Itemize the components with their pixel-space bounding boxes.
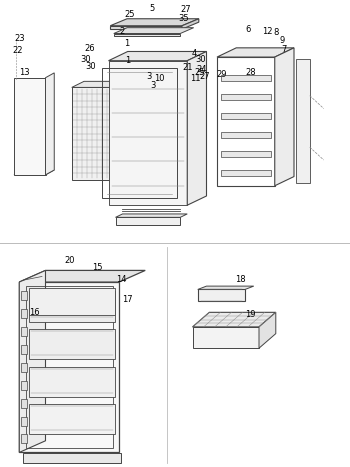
- Polygon shape: [21, 399, 27, 408]
- Polygon shape: [19, 282, 119, 453]
- Text: 3: 3: [150, 81, 156, 90]
- Polygon shape: [187, 51, 206, 205]
- Polygon shape: [29, 291, 115, 321]
- Polygon shape: [72, 87, 112, 180]
- Polygon shape: [220, 132, 271, 138]
- Text: 5: 5: [150, 4, 155, 13]
- Text: 2: 2: [119, 27, 124, 36]
- Polygon shape: [21, 417, 27, 425]
- Polygon shape: [114, 28, 194, 34]
- Text: 10: 10: [154, 74, 164, 84]
- Polygon shape: [220, 94, 271, 100]
- Text: 15: 15: [92, 262, 102, 271]
- Text: 28: 28: [245, 68, 255, 78]
- Text: 29: 29: [216, 70, 227, 79]
- Text: 14: 14: [116, 275, 127, 284]
- Polygon shape: [116, 217, 180, 225]
- Polygon shape: [21, 327, 27, 336]
- Polygon shape: [220, 113, 271, 119]
- Text: 24: 24: [196, 65, 206, 74]
- Polygon shape: [14, 170, 54, 175]
- Text: 27: 27: [199, 72, 210, 81]
- Polygon shape: [29, 329, 115, 359]
- Polygon shape: [114, 34, 180, 36]
- Polygon shape: [21, 291, 27, 300]
- Polygon shape: [193, 312, 276, 327]
- Polygon shape: [21, 363, 27, 372]
- Polygon shape: [108, 51, 206, 61]
- Text: 16: 16: [29, 308, 39, 317]
- Polygon shape: [21, 381, 27, 389]
- Text: 23: 23: [15, 35, 25, 43]
- Text: 7: 7: [281, 45, 287, 54]
- Text: 1: 1: [124, 39, 130, 48]
- Text: 8: 8: [274, 28, 279, 37]
- Text: 4: 4: [192, 50, 197, 58]
- Text: 17: 17: [122, 295, 133, 304]
- Polygon shape: [220, 170, 271, 176]
- Text: 25: 25: [195, 68, 205, 78]
- Polygon shape: [116, 214, 187, 217]
- Text: 11: 11: [190, 74, 201, 84]
- Polygon shape: [110, 19, 199, 26]
- Polygon shape: [29, 367, 115, 397]
- Text: 6: 6: [245, 25, 250, 34]
- Text: 35: 35: [178, 14, 189, 23]
- Text: 22: 22: [12, 47, 23, 56]
- Polygon shape: [108, 61, 187, 205]
- Polygon shape: [21, 345, 27, 354]
- Text: 19: 19: [245, 310, 255, 319]
- Polygon shape: [29, 404, 115, 434]
- Text: 26: 26: [84, 44, 95, 53]
- Polygon shape: [21, 309, 27, 318]
- Polygon shape: [23, 453, 121, 462]
- Text: 30: 30: [80, 55, 90, 64]
- Polygon shape: [275, 48, 294, 186]
- Polygon shape: [198, 286, 254, 290]
- Text: 13: 13: [19, 68, 30, 78]
- Text: 18: 18: [235, 275, 246, 284]
- Polygon shape: [220, 151, 271, 157]
- Text: 27: 27: [180, 5, 191, 14]
- Polygon shape: [182, 19, 199, 29]
- Text: 3: 3: [146, 72, 152, 81]
- Text: 25: 25: [124, 10, 135, 19]
- Polygon shape: [72, 81, 124, 87]
- Text: 9: 9: [279, 36, 285, 45]
- Text: 20: 20: [65, 256, 75, 265]
- Text: 21: 21: [182, 64, 192, 72]
- Polygon shape: [198, 290, 245, 301]
- Polygon shape: [46, 73, 54, 175]
- Polygon shape: [14, 78, 46, 175]
- Polygon shape: [112, 81, 124, 180]
- Text: 30: 30: [195, 55, 206, 64]
- Polygon shape: [220, 75, 271, 81]
- Polygon shape: [296, 59, 310, 184]
- Polygon shape: [19, 270, 46, 453]
- Text: 30: 30: [86, 62, 96, 71]
- Polygon shape: [217, 48, 294, 57]
- Polygon shape: [193, 327, 259, 348]
- Polygon shape: [21, 434, 27, 444]
- Text: 1: 1: [125, 56, 131, 65]
- Polygon shape: [19, 270, 145, 282]
- Polygon shape: [259, 312, 276, 348]
- Text: 12: 12: [262, 27, 272, 35]
- Polygon shape: [110, 26, 182, 29]
- Polygon shape: [29, 288, 115, 315]
